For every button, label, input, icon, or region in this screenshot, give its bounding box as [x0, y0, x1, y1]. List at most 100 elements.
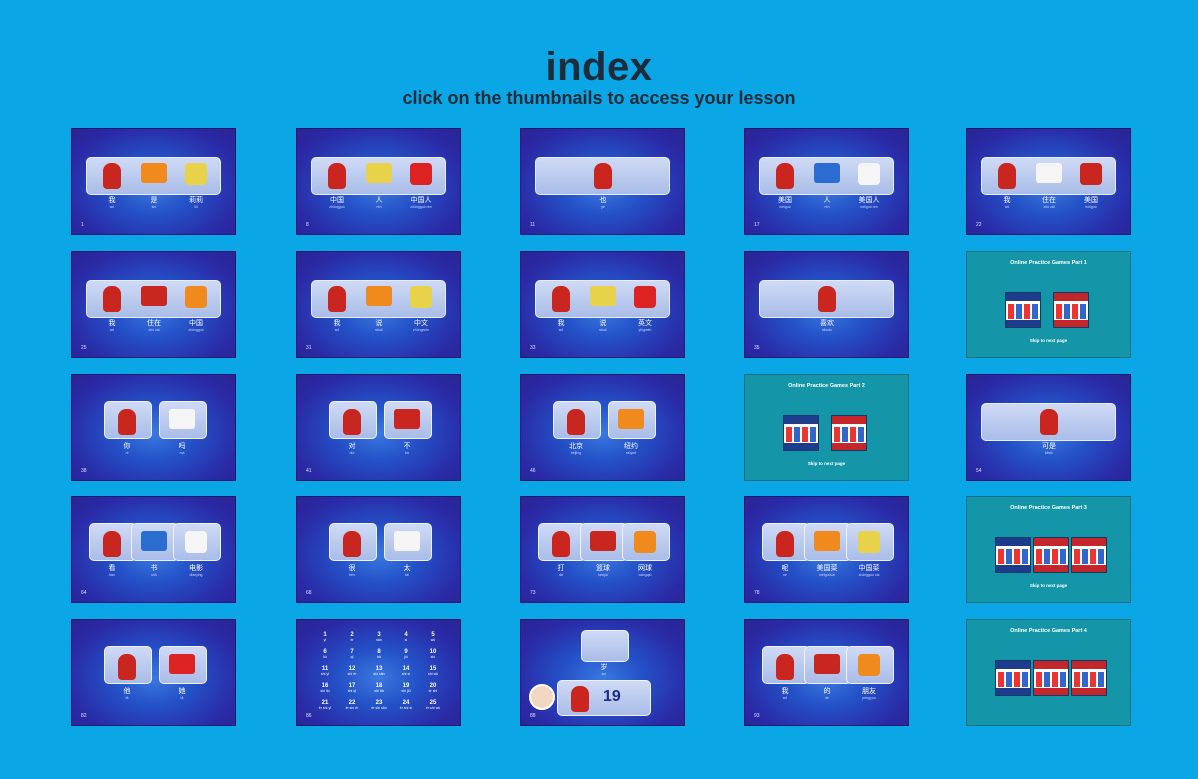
- lesson-thumbnail[interactable]: 我 wǒ 的 de 朋友 péngyou 93: [744, 619, 909, 726]
- lesson-thumbnail[interactable]: 美国 měiguó 人 rén 美国人 měiguó rén 17: [744, 128, 909, 235]
- number-pinyin: èr shí yī: [318, 706, 332, 710]
- picture-icon: [594, 163, 612, 189]
- picture-icon: [567, 409, 585, 435]
- word-label: 英文 yīngwén: [625, 318, 665, 332]
- number-pinyin: èr shí wǔ: [425, 706, 441, 710]
- skip-link[interactable]: Skip to next page: [1029, 583, 1068, 588]
- lesson-thumbnail[interactable]: 对 duì 不 bù 41: [296, 374, 461, 481]
- game-tile[interactable]: [1033, 660, 1069, 696]
- picture-icon: [141, 163, 167, 183]
- word-label: 是 shì: [134, 195, 174, 209]
- lesson-thumbnail[interactable]: 中国 zhōngguó 人 rén 中国人 zhōngguó rén 8: [296, 128, 461, 235]
- game-tile[interactable]: [831, 415, 867, 451]
- picture-icon: [818, 286, 836, 312]
- word-hanzi: 中国: [189, 320, 203, 327]
- number-cell: 8 bā: [367, 649, 391, 659]
- word-pinyin: ne: [783, 573, 787, 577]
- lesson-thumbnail[interactable]: Online Practice Games Part 3 Skip to next…: [966, 496, 1131, 603]
- word-hanzi: 是: [150, 197, 158, 204]
- picture-card: [329, 401, 377, 439]
- number-digit: 15: [429, 666, 437, 672]
- picture-icon: [118, 654, 136, 680]
- game-tile[interactable]: [1053, 292, 1089, 328]
- picture-card: [581, 630, 629, 662]
- word-label: 篮球 lánqiú: [583, 563, 623, 577]
- word-label: 中国菜 zhōngguó cài: [849, 563, 889, 577]
- lesson-thumbnail[interactable]: Online Practice Games Part 2 Skip to next…: [744, 374, 909, 481]
- word-pinyin: shì: [151, 205, 157, 209]
- word-hanzi: 喜欢: [820, 320, 834, 327]
- number-cell: 4 sì: [394, 632, 418, 642]
- number-cell: 17 shí qī: [340, 683, 364, 693]
- game-tile[interactable]: [1005, 292, 1041, 328]
- game-tile[interactable]: [783, 415, 819, 451]
- word-pinyin: wǒ: [109, 328, 115, 332]
- slide-number: 73: [530, 590, 536, 596]
- word-label: 呢 ne: [765, 563, 805, 577]
- picture-icon: [858, 163, 880, 185]
- lesson-thumbnail[interactable]: 我 wǒ 说 shuō 中文 zhōngwén 31: [296, 251, 461, 358]
- word-pinyin: wǒ: [109, 205, 115, 209]
- word-hanzi: 不: [403, 443, 411, 450]
- lesson-thumbnail[interactable]: Online Practice Games Part 1 Skip to next…: [966, 251, 1131, 358]
- lesson-thumbnail[interactable]: 喜欢 xǐhuān 35: [744, 251, 909, 358]
- lesson-thumbnail[interactable]: 我 wǒ 是 shì 莉莉 lìli 1: [71, 128, 236, 235]
- word-pinyin: suì: [601, 672, 607, 676]
- number-pinyin: qī: [350, 655, 354, 659]
- number-cell: 7 qī: [340, 649, 364, 659]
- number-pinyin: sān: [376, 638, 382, 642]
- word-hanzi: 你: [123, 443, 131, 450]
- game-tile[interactable]: [995, 537, 1031, 573]
- games-title: Online Practice Games Part 2: [788, 383, 865, 389]
- lesson-thumbnail[interactable]: Online Practice Games Part 4: [966, 619, 1131, 726]
- game-tile[interactable]: [1071, 660, 1107, 696]
- word-label: 他 tā: [107, 686, 147, 700]
- word-hanzi: 岁: [600, 664, 608, 671]
- number-cell: 22 èr shí èr: [340, 700, 364, 710]
- word-label: 朋友 péngyou: [849, 686, 889, 700]
- lesson-thumbnail[interactable]: 呢 ne 美国菜 měiguócài 中国菜 zhōngguó cài 78: [744, 496, 909, 603]
- word-label: 你 nǐ: [107, 441, 147, 455]
- lesson-thumbnail[interactable]: 也 yě 11: [520, 128, 685, 235]
- word-hanzi: 莉莉: [189, 197, 203, 204]
- lesson-thumbnail[interactable]: 打 dǎ 篮球 lánqiú 网球 wǎngqiú 73: [520, 496, 685, 603]
- page-header: index click on the thumbnails to access …: [0, 44, 1198, 108]
- word-hanzi: 我: [333, 320, 341, 327]
- word-hanzi: 说: [599, 320, 607, 327]
- page-title: index: [545, 45, 653, 89]
- lesson-thumbnail[interactable]: 我 wǒ 住在 zhù zài 中国 zhōngguó 25: [71, 251, 236, 358]
- slide-number: 17: [754, 222, 760, 228]
- lesson-thumbnail[interactable]: 19 岁 suì 88: [520, 619, 685, 726]
- word-label: 说 shuō: [583, 318, 623, 332]
- game-tile[interactable]: [995, 660, 1031, 696]
- lesson-thumbnail[interactable]: 很 hěn 太 tài 68: [296, 496, 461, 603]
- number-cell: 10 shí: [421, 649, 445, 659]
- lesson-thumbnail[interactable]: 看 kàn 书 shū 电影 diànyǐng 64: [71, 496, 236, 603]
- word-label: 住在 zhù zài: [1029, 195, 1069, 209]
- picture-icon: [185, 531, 207, 553]
- game-tile[interactable]: [1071, 537, 1107, 573]
- lesson-thumbnail[interactable]: 你 nǐ 吗 ma 38: [71, 374, 236, 481]
- skip-link[interactable]: Skip to next page: [807, 461, 846, 466]
- word-label: 太 tài: [387, 563, 427, 577]
- lesson-thumbnail[interactable]: 他 tā 她 tā 82: [71, 619, 236, 726]
- slide-number: 41: [306, 468, 312, 474]
- number-digit: 3: [377, 632, 381, 638]
- word-label: 中文 zhōngwén: [401, 318, 441, 332]
- lesson-thumbnail[interactable]: 可是 kěshì 54: [966, 374, 1131, 481]
- number-digit: 10: [429, 649, 437, 655]
- lesson-thumbnail[interactable]: 1 yī 2 èr 3 sān 4 sì 5 wǔ 6 liù 7 qī 8 bā 9 jiǔ 10 shí 11 shí…: [296, 619, 461, 726]
- word-hanzi: 篮球: [596, 565, 610, 572]
- word-pinyin: zhù zài: [1043, 205, 1055, 209]
- game-tile[interactable]: [1033, 537, 1069, 573]
- word-hanzi: 网球: [638, 565, 652, 572]
- slide-number: 64: [81, 590, 87, 596]
- skip-link[interactable]: Skip to next page: [1029, 338, 1068, 343]
- word-label: 住在 zhù zài: [134, 318, 174, 332]
- number-pinyin: shí sān: [373, 672, 385, 676]
- lesson-thumbnail[interactable]: 我 wǒ 住在 zhù zài 美国 měiguó 22: [966, 128, 1131, 235]
- lesson-thumbnail[interactable]: 北京 běijīng 纽约 niǔyuē 46: [520, 374, 685, 481]
- lesson-thumbnail[interactable]: 我 wǒ 说 shuō 英文 yīngwén 33: [520, 251, 685, 358]
- word-pinyin: wǒ: [782, 696, 788, 700]
- word-hanzi: 住在: [147, 320, 161, 327]
